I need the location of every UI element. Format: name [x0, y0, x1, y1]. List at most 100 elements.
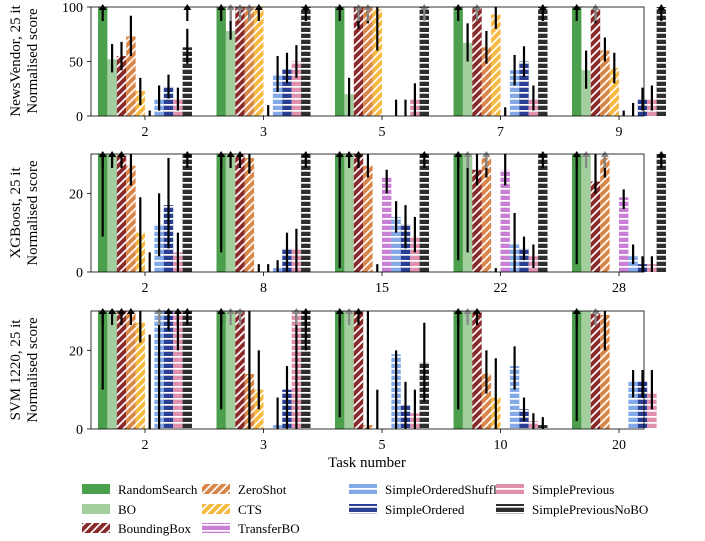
panel-svm-frame: [90, 310, 645, 430]
y-tick-label-0: 0: [76, 423, 83, 438]
bar-hatch-transfer-bo-task-15: [382, 177, 392, 272]
legend: RandomSearch BO BoundingBox ZeroShot CTS Tran…: [82, 482, 648, 536]
bar-hatch-bounding-box-task-2: [116, 56, 127, 116]
panel-xgboost-frame: [90, 153, 645, 273]
x-tick-label-2: 2: [142, 281, 149, 296]
bar-hatch-simple-previous-no-bo-task-9: [656, 7, 666, 116]
x-tick-label-28: 28: [612, 281, 626, 296]
bar-bo-task-3: [225, 30, 236, 117]
bar-hatch-bounding-box-task-20: [590, 311, 601, 429]
clip-arrow-simple-previous-no-bo-task-9: [657, 4, 666, 10]
bar-hatch-bounding-box-task-9: [590, 9, 601, 116]
y-tick-label-20: 20: [69, 344, 83, 359]
bar-random-search-task-7: [453, 7, 463, 116]
bar-bo-task-7: [462, 42, 473, 116]
x-tick-label-5: 5: [379, 438, 386, 453]
y-tick-label-0: 0: [76, 110, 83, 125]
bar-hatch-simple-previous-no-bo-task-2: [182, 311, 192, 429]
bar-hatch-simple-ordered-shuffled-task-3: [272, 74, 283, 116]
bar-bo-task-2: [107, 311, 117, 429]
bar-hatch-zero-shot-task-7: [481, 47, 492, 116]
bar-hatch-bounding-box-task-8: [235, 154, 245, 272]
panel-xgboost-ylabel-line1: XGBoost, 25 it: [8, 167, 24, 259]
bar-hatch-zero-shot-task-2: [126, 311, 136, 429]
bar-hatch-simple-ordered-task-2: [163, 86, 174, 116]
panel-svm-ylabel-line2: Normalised score: [25, 317, 41, 423]
legend-swatch-hatch-simple-ordered: [349, 504, 377, 514]
bar-hatch-simple-previous-task-3: [291, 61, 302, 116]
bar-hatch-bounding-box-task-5: [353, 311, 364, 429]
bar-hatch-simple-previous-no-bo-task-3: [301, 7, 311, 116]
bar-hatch-zero-shot-task-5: [363, 7, 373, 116]
bar-hatch-bounding-box-task-10: [472, 311, 482, 429]
panel-newsvendor-bars: [98, 4, 666, 117]
bar-hatch-bounding-box-task-2: [116, 311, 127, 429]
panel-newsvendor-ylabel-line2: Normalised score: [25, 8, 41, 114]
bar-hatch-simple-previous-no-bo-task-22: [538, 154, 548, 272]
bar-hatch-cts-task-3: [254, 7, 264, 116]
x-tick-label-3: 3: [260, 438, 267, 453]
legend-label-bo: BO: [118, 502, 136, 517]
legend-swatch-hatch-zero-shot: [202, 484, 230, 494]
x-tick-label-7: 7: [497, 125, 504, 140]
bar-bo-task-2: [107, 154, 117, 272]
bar-hatch-bounding-box-task-28: [590, 181, 601, 272]
panel-svm-bars: [98, 308, 657, 429]
bar-random-search-task-2: [98, 7, 108, 116]
x-tick-label-10: 10: [494, 438, 508, 453]
x-tick-label-9: 9: [616, 125, 623, 140]
bar-hatch-simple-previous-no-bo-task-15: [419, 154, 429, 272]
y-tick-label-100: 100: [62, 1, 83, 16]
bar-hatch-simple-ordered-task-20: [637, 381, 648, 429]
panel-svm-axes: 0 20 2 3 5 10 20: [69, 344, 626, 453]
bar-hatch-cts-task-5: [372, 9, 382, 116]
bar-hatch-cts-task-2: [135, 322, 145, 429]
bar-hatch-simple-ordered-shuffled-task-20: [628, 381, 638, 429]
bar-hatch-simple-ordered-task-3: [282, 68, 292, 116]
x-tick-label-20: 20: [612, 438, 626, 453]
x-tick-label-8: 8: [260, 281, 267, 296]
clip-arrow-simple-previous-no-bo-task-28: [657, 151, 666, 157]
legend-swatch-hatch-bounding-box: [82, 523, 110, 533]
legend-swatch-random-search: [82, 484, 110, 494]
bar-hatch-zero-shot-task-2: [126, 36, 136, 116]
legend-swatch-hatch-simple-previous-no-bo: [496, 504, 524, 514]
bar-random-search-task-5: [335, 7, 345, 116]
bar-random-search-task-3: [216, 7, 226, 116]
panel-newsvendor: 0 50 100 2 3 5 7 9 NewsVendor, 25 it Normalised…: [8, 1, 666, 140]
bar-hatch-zero-shot-task-15: [363, 165, 373, 272]
legend-label-bounding-box: BoundingBox: [118, 521, 191, 536]
x-tick-label-2: 2: [142, 438, 149, 453]
legend-label-simple-ordered: SimpleOrdered: [385, 502, 465, 517]
bar-hatch-transfer-bo-task-28: [619, 197, 629, 272]
panel-xgboost-ylabel-line2: Normalised score: [25, 160, 41, 266]
legend-label-simple-ordered-shuffled: SimpleOrderedShuffled: [385, 482, 509, 497]
x-tick-label-5: 5: [379, 125, 386, 140]
legend-label-zero-shot: ZeroShot: [238, 482, 287, 497]
bar-hatch-bounding-box-task-2: [116, 154, 127, 272]
x-tick-label-22: 22: [494, 281, 508, 296]
bar-hatch-simple-ordered-task-2: [163, 311, 174, 429]
bar-hatch-simple-ordered-shuffled-task-10: [509, 366, 520, 429]
bar-bo-task-5: [344, 311, 354, 429]
bar-bo-task-15: [344, 154, 354, 272]
panel-newsvendor-axes: 0 50 100 2 3 5 7 9: [62, 1, 623, 140]
panel-svm: 0 20 2 3 5 10 20 SVM 1220, 25 it Normalised sc…: [8, 308, 657, 453]
x-axis-title: Task number: [328, 455, 406, 471]
bar-hatch-simple-previous-no-bo-task-8: [301, 154, 311, 272]
legend-label-cts: CTS: [238, 502, 262, 517]
bar-hatch-simple-ordered-shuffled-task-15: [391, 216, 401, 272]
legend-swatch-hatch-simple-ordered-shuffled: [349, 484, 377, 494]
bar-hatch-transfer-bo-task-22: [500, 169, 510, 272]
legend-label-transfer-bo: TransferBO: [238, 521, 300, 536]
bar-hatch-simple-previous-no-bo-task-5: [419, 7, 429, 116]
bar-hatch-simple-previous-no-bo-task-28: [656, 154, 666, 272]
bar-hatch-simple-previous-no-bo-task-3: [301, 311, 311, 429]
bar-random-search-task-9: [572, 7, 582, 116]
bar-hatch-zero-shot-task-8: [244, 157, 255, 272]
legend-label-simple-previous: SimplePrevious: [532, 482, 614, 497]
bar-bo-task-2: [107, 59, 117, 116]
bar-hatch-bounding-box-task-5: [353, 7, 364, 116]
